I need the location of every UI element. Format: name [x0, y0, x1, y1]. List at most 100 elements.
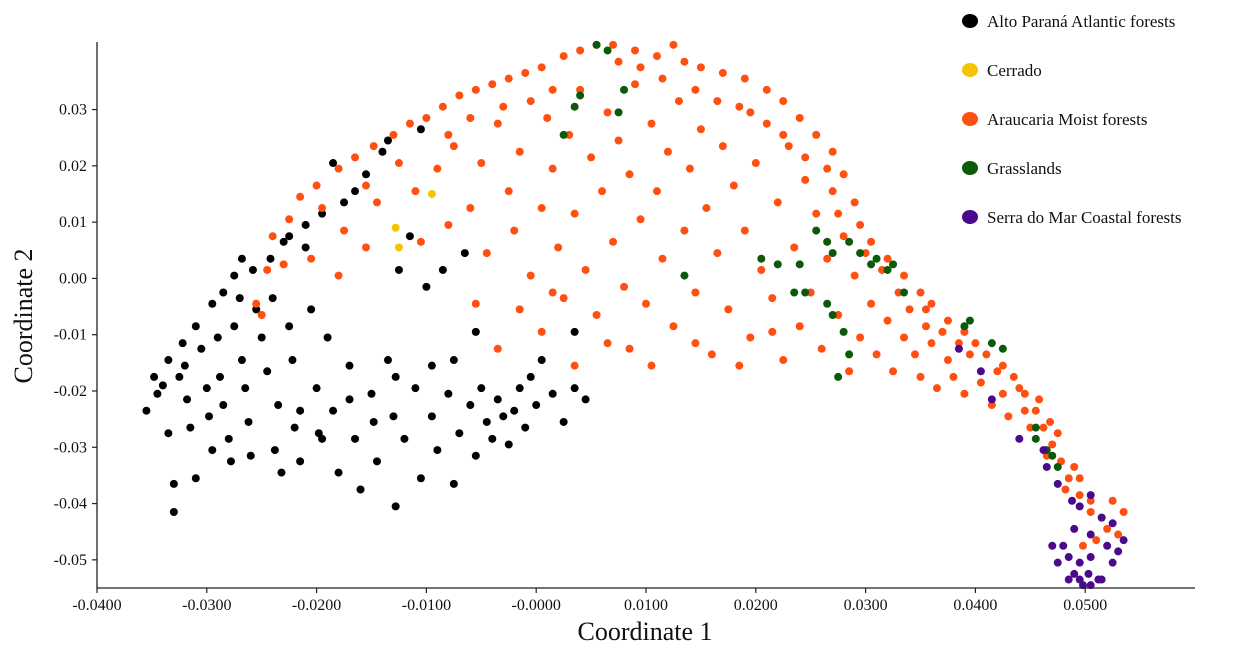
- data-point: [383, 136, 392, 145]
- data-point: [164, 429, 173, 438]
- legend-marker: [962, 161, 978, 175]
- data-point: [652, 187, 661, 196]
- data-point: [237, 254, 246, 263]
- data-point: [307, 305, 316, 314]
- x-tick-label: -0.0100: [402, 597, 451, 614]
- data-point: [762, 119, 771, 128]
- data-point: [515, 305, 524, 314]
- data-point: [559, 417, 568, 426]
- data-point: [422, 113, 431, 122]
- data-point: [570, 327, 579, 336]
- data-point: [263, 265, 272, 274]
- data-point: [845, 367, 854, 376]
- data-point: [1086, 581, 1095, 590]
- data-point: [834, 209, 843, 218]
- data-point: [614, 57, 623, 66]
- data-point: [823, 164, 832, 173]
- data-point: [559, 130, 568, 139]
- x-tick-label: -0.0400: [72, 597, 121, 614]
- data-point: [411, 187, 420, 196]
- data-point: [400, 434, 409, 443]
- data-point: [263, 367, 272, 376]
- y-tick-label: 0.01: [59, 214, 87, 231]
- y-tick-label: -0.04: [54, 496, 87, 513]
- data-point: [493, 344, 502, 353]
- data-point: [1114, 530, 1123, 539]
- data-point: [1053, 558, 1062, 567]
- y-ticks: 0.03 0.02 0.01 0.00 -0.01 -0.02 -0.03 -0.04 -0.0…: [54, 102, 97, 569]
- data-point: [169, 479, 178, 488]
- data-point: [1064, 474, 1073, 483]
- data-point: [455, 429, 464, 438]
- data-point: [307, 254, 316, 263]
- data-point: [537, 63, 546, 72]
- data-point: [889, 260, 898, 269]
- data-point: [537, 204, 546, 213]
- data-point: [828, 311, 837, 319]
- data-point: [921, 305, 930, 314]
- data-point: [1075, 502, 1084, 511]
- data-point: [334, 164, 343, 173]
- data-point: [554, 243, 563, 252]
- x-tick-label: -0.0200: [292, 597, 341, 614]
- x-axis-title: Coordinate 1: [577, 617, 712, 646]
- data-point: [329, 159, 338, 168]
- data-point: [367, 389, 376, 398]
- data-point: [735, 361, 744, 370]
- data-point: [257, 311, 266, 319]
- data-point: [1070, 569, 1079, 578]
- data-point: [735, 102, 744, 111]
- data-point: [965, 316, 974, 325]
- data-point: [746, 108, 755, 117]
- data-point: [570, 209, 579, 218]
- data-point: [369, 142, 378, 151]
- data-point: [614, 136, 623, 145]
- data-point: [998, 389, 1007, 398]
- data-point: [153, 389, 162, 398]
- data-point: [1086, 508, 1095, 517]
- data-point: [334, 271, 343, 280]
- data-point: [883, 316, 892, 325]
- data-point: [581, 265, 590, 274]
- data-point: [647, 119, 656, 128]
- x-tick-label: 0.0500: [1063, 597, 1107, 614]
- data-point: [1031, 406, 1040, 415]
- data-point: [427, 361, 436, 370]
- series-4: [954, 344, 1128, 590]
- data-point: [631, 46, 640, 55]
- data-point: [526, 372, 535, 381]
- data-point: [960, 327, 969, 336]
- data-point: [839, 327, 848, 336]
- data-point: [362, 170, 371, 179]
- data-point: [1092, 536, 1101, 545]
- data-point: [416, 237, 425, 246]
- data-point: [1114, 547, 1123, 556]
- axes: -0.0400 -0.0300 -0.0200 -0.0100 -0.0000 0.010…: [9, 42, 1195, 646]
- x-tick-label: 0.0400: [953, 597, 997, 614]
- data-point: [290, 423, 299, 432]
- data-point: [828, 187, 837, 196]
- data-point: [515, 147, 524, 156]
- data-point: [905, 305, 914, 314]
- data-point: [1059, 541, 1068, 550]
- data-point: [696, 125, 705, 134]
- data-point: [669, 322, 678, 331]
- data-point: [713, 97, 722, 106]
- data-point: [351, 434, 360, 443]
- series-2: [252, 40, 1128, 550]
- data-point: [625, 344, 634, 353]
- data-point: [411, 384, 420, 393]
- data-point: [1103, 524, 1112, 533]
- data-point: [471, 299, 480, 308]
- data-point: [277, 468, 286, 477]
- data-point: [927, 299, 936, 308]
- data-point: [658, 254, 667, 263]
- data-point: [685, 164, 694, 173]
- data-point: [817, 344, 826, 353]
- data-point: [971, 339, 980, 348]
- data-point: [795, 322, 804, 331]
- data-point: [1031, 434, 1040, 443]
- data-point: [1086, 496, 1095, 505]
- data-point: [976, 378, 985, 387]
- data-point: [1119, 536, 1128, 545]
